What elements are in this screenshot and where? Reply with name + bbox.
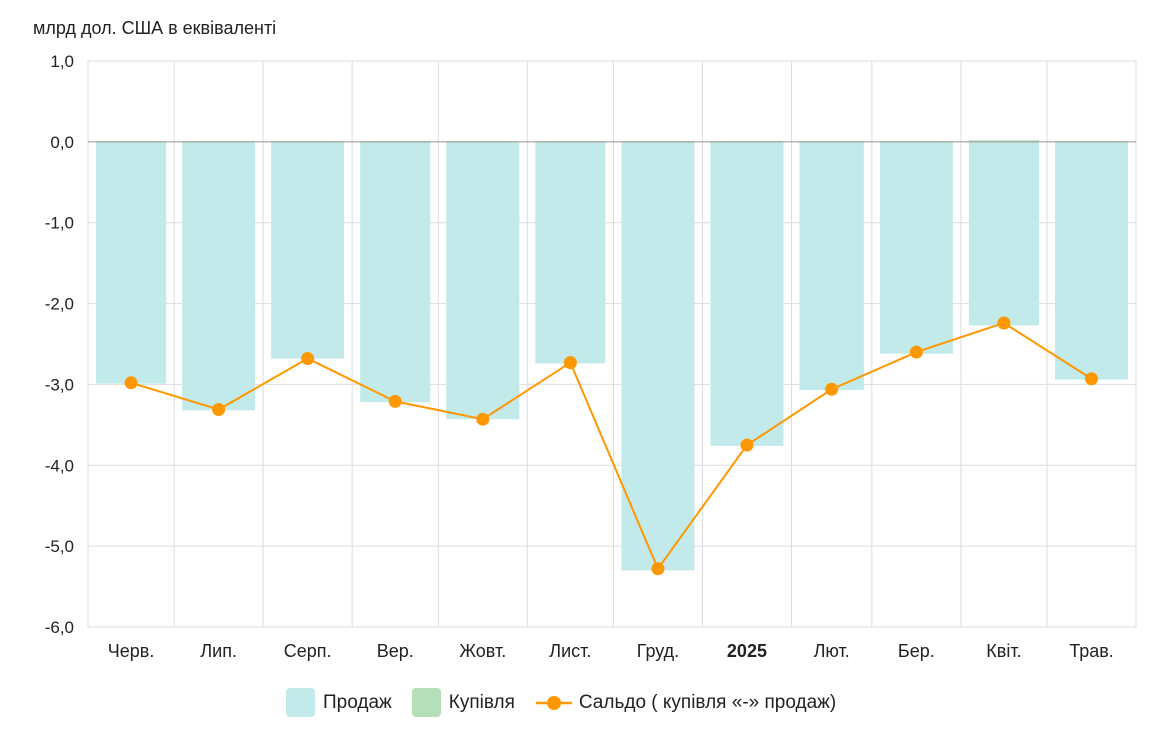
bar-sales — [799, 141, 864, 391]
legend: Продаж Купівля Сальдо ( купівля «-» прод… — [286, 688, 856, 717]
sales-swatch — [286, 688, 315, 717]
y-tick-label: -3,0 — [45, 375, 74, 394]
x-tick-label: Бер. — [898, 641, 935, 661]
legend-label: Купівля — [448, 691, 515, 713]
bar-sales — [96, 141, 167, 384]
balance-point — [1084, 372, 1098, 386]
legend-item-purchases[interactable]: Купівля — [411, 688, 515, 717]
y-tick-label: -4,0 — [45, 456, 74, 475]
x-tick-label: Серп. — [284, 641, 332, 661]
y-tick-label: -6,0 — [45, 618, 74, 637]
bar-sales — [360, 141, 431, 403]
x-tick-label: Груд. — [637, 641, 679, 661]
bar-sales — [968, 141, 1039, 326]
y-tick-label: -2,0 — [45, 295, 74, 314]
balance-point — [124, 376, 138, 390]
x-tick-label: Квіт. — [986, 641, 1021, 661]
balance-point — [909, 345, 923, 359]
balance-point — [388, 394, 402, 408]
bar-sales — [879, 141, 953, 354]
plot-area: 1,0 0,0 -1,0 -2,0 -3,0 -4,0 -5,0 -6,0 Черв. Лип. С… — [45, 52, 1137, 661]
legend-label: Продаж — [323, 691, 392, 713]
balance-point — [563, 356, 577, 370]
legend-item-balance[interactable]: Сальдо ( купівля «-» продаж) — [535, 692, 836, 714]
y-tick-label: 1,0 — [50, 52, 74, 71]
bar-sales — [535, 141, 606, 364]
balance-point — [301, 352, 315, 366]
x-tick-label: Жовт. — [459, 641, 506, 661]
bar-sales — [1054, 141, 1128, 380]
line-marker-icon — [535, 695, 572, 710]
balance-point — [476, 412, 490, 426]
x-tick-label: Лип. — [200, 641, 237, 661]
x-tick-label: 2025 — [727, 641, 767, 661]
y-axis-unit-label: млрд дол. США в еквіваленті — [33, 18, 277, 38]
balance-point — [997, 316, 1011, 330]
bar-sales — [710, 141, 784, 446]
legend-item-sales[interactable]: Продаж — [286, 688, 392, 717]
bar-sales — [271, 141, 345, 359]
y-tick-label: -1,0 — [45, 214, 74, 233]
x-tick-label: Черв. — [108, 641, 155, 661]
balance-point — [212, 402, 226, 416]
bar-sales — [446, 141, 520, 420]
x-tick-label: Лют. — [814, 641, 850, 661]
balance-point — [740, 438, 754, 452]
x-tick-label: Вер. — [377, 641, 414, 661]
bar-purchases — [968, 140, 1039, 142]
bar-sales — [621, 141, 695, 571]
balance-point — [825, 382, 839, 396]
balance-line — [130, 321, 1093, 571]
purchases-swatch — [411, 688, 441, 717]
legend-label: Сальдо ( купівля «-» продаж) — [578, 691, 837, 713]
bar-sales — [182, 141, 256, 411]
y-tick-label: -5,0 — [45, 537, 74, 556]
x-tick-label: Лист. — [549, 641, 591, 661]
balance-point — [651, 562, 665, 576]
y-tick-label: 0,0 — [50, 133, 74, 152]
x-tick-label: Трав. — [1069, 641, 1114, 661]
